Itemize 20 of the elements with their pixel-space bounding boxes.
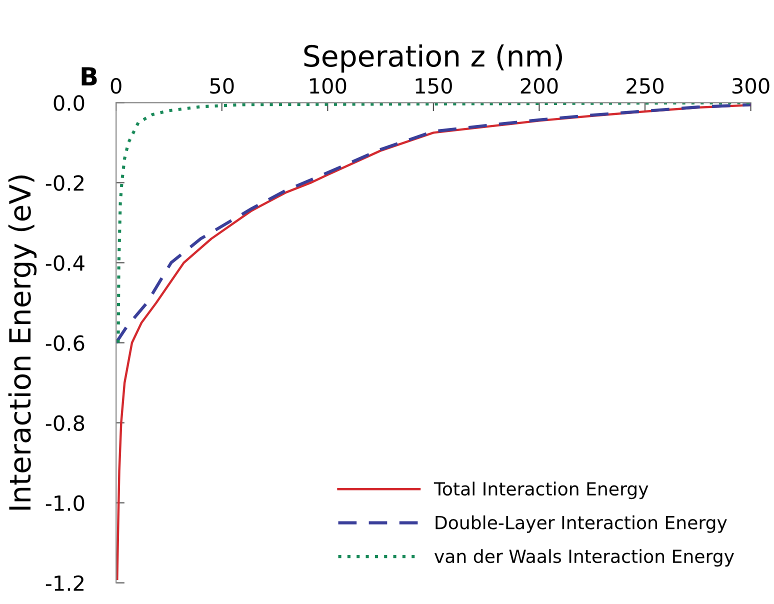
y-tick-label: -1.2 (46, 575, 84, 591)
text: B (82, 67, 97, 86)
y-tick-label: -0.2 (46, 175, 84, 191)
x-tick-label: 100 (310, 78, 346, 94)
y-axis-title: Interaction Energy (eV) (8, 176, 37, 510)
x-tick-label: 50 (210, 78, 234, 94)
x-tick-label: 200 (520, 78, 558, 94)
x-tick-label: 250 (626, 78, 664, 94)
legend-label: van der Waals Interaction Energy (434, 549, 734, 567)
x-tick-label: 300 (732, 78, 770, 94)
legend-label: Double-Layer Interaction Energy (436, 515, 727, 533)
legend-label: Total Interaction Energy (434, 482, 648, 500)
y-tick-label: 0.0 (54, 95, 84, 111)
y-tick-label: -0.4 (46, 255, 84, 271)
y-tick-label: -0.8 (46, 415, 84, 432)
x-axis-title: Seperation z (nm) (304, 44, 562, 73)
x-tick-label: 0 (110, 78, 122, 94)
y-tick-label: -1.0 (46, 495, 84, 512)
x-tick-label: 150 (416, 78, 452, 94)
y-tick-label: -0.6 (46, 335, 84, 351)
